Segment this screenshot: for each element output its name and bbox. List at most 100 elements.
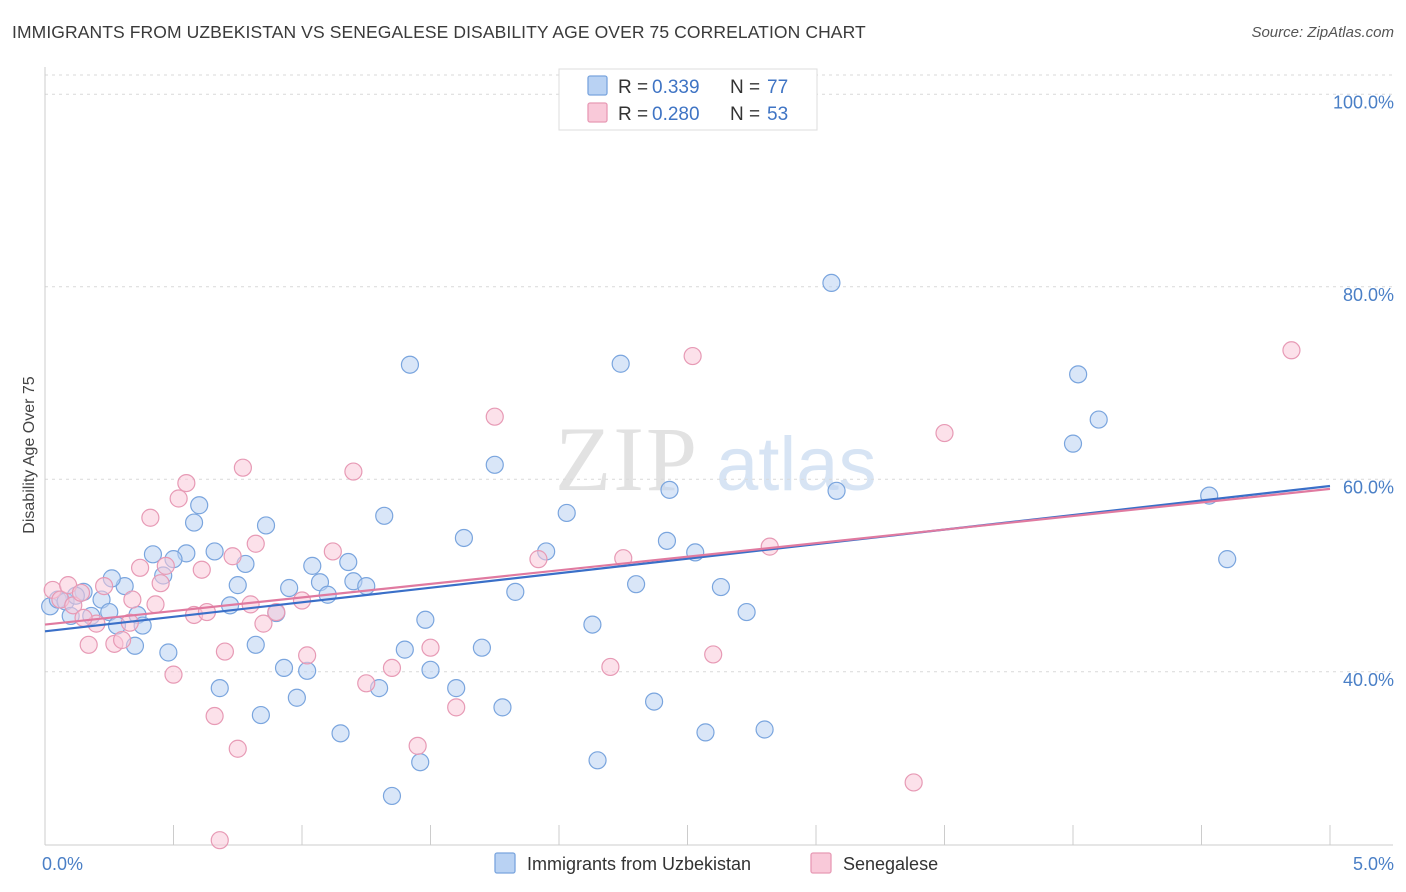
point-uzbekistan-49 [485,455,504,474]
point-senegalese-29 [254,614,273,633]
watermark-atlas: atlas [716,422,877,507]
point-senegalese-15 [164,665,183,684]
bottom-legend-label-uzbekistan: Immigrants from Uzbekistan [527,854,751,874]
point-uzbekistan-67 [827,481,846,500]
y-tick-label-1: 60.0% [1343,477,1394,497]
legend-r-value-1: 0.339 [652,77,700,98]
point-senegalese-11 [130,558,150,577]
point-uzbekistan-50 [493,698,512,717]
trend-line-uzbekistan [44,484,1331,633]
point-senegalese-22 [210,831,229,850]
point-uzbekistan-25 [256,516,276,535]
point-senegalese-5 [79,635,98,654]
point-uzbekistan-16 [184,513,204,532]
trend-lines [44,484,1331,633]
point-uzbekistan-69 [1069,365,1088,384]
point-uzbekistan-54 [583,615,602,634]
legend-r-label-2: R = [618,104,648,125]
point-uzbekistan-41 [395,640,414,659]
point-senegalese-41 [529,550,548,569]
point-uzbekistan-46 [447,679,466,698]
legend-n-value-2: 53 [767,104,788,125]
point-uzbekistan-45 [421,660,440,679]
point-senegalese-50 [74,608,93,627]
legend-n-label-2: N = [730,104,760,125]
trend-line-senegalese [44,487,1331,626]
point-senegalese-52 [151,574,170,593]
point-senegalese-37 [408,736,427,755]
point-uzbekistan-44 [416,610,435,629]
point-senegalese-45 [704,645,723,664]
axes [44,67,1393,846]
point-senegalese-47 [904,773,923,792]
point-senegalese-33 [323,542,342,561]
point-uzbekistan-42 [400,355,420,374]
point-uzbekistan-43 [411,753,430,772]
point-uzbekistan-39 [375,506,394,525]
legend-swatch-uzbekistan [587,75,608,96]
point-senegalese-21 [205,706,224,726]
x-tick-label-0: 0.0% [42,854,83,874]
bottom-legend-swatch-uzbekistan [494,852,516,874]
point-uzbekistan-28 [280,578,299,598]
point-senegalese-23 [215,642,234,661]
x-tick-label-1: 5.0% [1353,854,1394,874]
point-senegalese-35 [357,674,376,693]
point-senegalese-14 [156,556,175,575]
point-uzbekistan-24 [251,705,270,725]
point-uzbekistan-72 [1218,550,1237,569]
point-uzbekistan-70 [1089,410,1108,429]
point-senegalese-9 [112,630,132,650]
point-senegalese-4 [71,583,91,602]
legend-top: R = 0.339 N = 77 R = 0.280 N = 53 [558,68,818,131]
point-uzbekistan-47 [454,528,474,548]
watermark-zip: ZIP [555,408,699,510]
point-uzbekistan-29 [287,688,306,707]
point-uzbekistan-40 [382,786,402,806]
point-uzbekistan-60 [660,480,679,499]
point-uzbekistan-18 [205,542,224,561]
point-senegalese-24 [223,547,242,566]
point-senegalese-26 [233,458,252,477]
point-senegalese-42 [601,657,620,677]
point-uzbekistan-58 [644,692,664,711]
point-senegalese-39 [447,698,466,717]
data-points [41,273,1301,850]
legend-r-value-2: 0.280 [652,104,700,125]
point-senegalese-44 [683,346,702,366]
point-uzbekistan-59 [657,531,677,550]
point-senegalese-17 [177,474,196,493]
point-senegalese-34 [344,462,363,481]
point-senegalese-36 [382,658,402,678]
point-senegalese-12 [141,508,160,527]
legend-swatch-senegalese [587,102,608,123]
point-uzbekistan-21 [228,576,247,595]
legend-bottom: Immigrants from Uzbekistan Senegalese [494,852,938,874]
point-uzbekistan-31 [303,556,322,575]
point-uzbekistan-27 [274,658,294,678]
chart-title: IMMIGRANTS FROM UZBEKISTAN VS SENEGALESE… [12,22,866,42]
x-tick-labels: 0.0% 5.0% [42,854,1394,874]
bottom-legend-label-senegalese: Senegalese [843,854,938,874]
point-uzbekistan-12 [143,545,163,564]
point-senegalese-19 [192,560,211,579]
y-axis-label: Disability Age Over 75 [21,376,38,534]
point-senegalese-13 [146,595,165,614]
point-uzbekistan-56 [611,354,630,373]
point-uzbekistan-51 [506,582,525,601]
point-senegalese-32 [298,646,317,665]
point-senegalese-28 [246,534,265,553]
point-uzbekistan-23 [246,635,265,654]
point-uzbekistan-68 [1063,434,1083,453]
y-tick-label-3: 100.0% [1333,92,1394,112]
source-label: Source: ZipAtlas.com [1251,24,1394,41]
point-senegalese-49 [1282,341,1301,360]
point-uzbekistan-14 [159,643,178,662]
point-uzbekistan-57 [626,575,646,594]
point-uzbekistan-64 [737,602,756,622]
legend-n-label-1: N = [730,77,760,98]
point-senegalese-40 [485,407,504,426]
y-tick-label-2: 80.0% [1343,285,1394,305]
point-senegalese-48 [935,423,954,443]
